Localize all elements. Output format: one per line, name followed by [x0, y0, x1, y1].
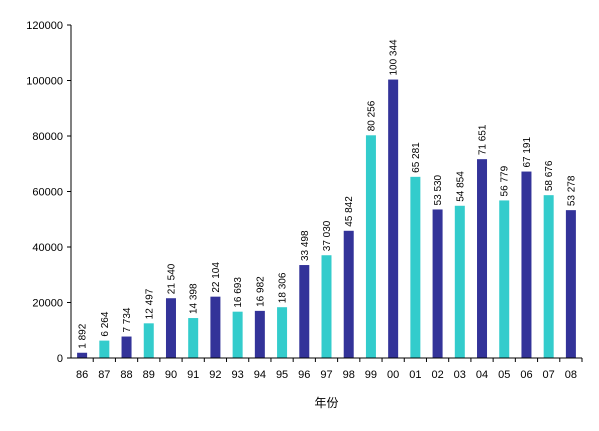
x-tick-label-97: 97	[320, 369, 332, 381]
x-tick-label-98: 98	[343, 369, 355, 381]
x-axis-ticks: 86 87 88 89 90 91 92 93 94 95 96 97 98 99 00 01 02 03 04 05…	[76, 358, 583, 381]
data-label-07: 58 676	[544, 160, 555, 191]
x-axis-title: 年份	[314, 396, 338, 410]
x-tick-label-06: 06	[520, 369, 532, 381]
x-tick-label-03: 03	[454, 369, 466, 381]
y-axis-ticks: 0 20000 40000 60000 80000 100000 120000	[26, 20, 71, 365]
bar-01	[410, 176, 421, 358]
y-tick-label: 80000	[32, 131, 63, 143]
y-tick-label: 100000	[26, 76, 63, 88]
data-label-06: 67 191	[522, 137, 533, 168]
data-label-91: 14 398	[189, 283, 200, 314]
data-label-88: 7 734	[122, 307, 133, 332]
data-label-89: 12 497	[144, 288, 155, 319]
x-tick-label-91: 91	[187, 369, 199, 381]
bar-06	[521, 171, 532, 358]
x-tick-label-87: 87	[98, 369, 110, 381]
x-tick-label-99: 99	[365, 369, 377, 381]
y-tick-label: 20000	[32, 298, 63, 310]
x-tick-label-04: 04	[476, 369, 488, 381]
y-tick-label: 40000	[32, 242, 63, 254]
bar-07	[543, 195, 554, 358]
y-tick-label: 0	[57, 353, 63, 365]
x-tick-label-08: 08	[565, 369, 577, 381]
data-label-93: 16 693	[233, 277, 244, 308]
data-label-94: 16 982	[255, 276, 266, 307]
y-tick-label: 60000	[32, 187, 63, 199]
bar-86	[77, 352, 88, 358]
data-label-04: 71 651	[478, 124, 489, 155]
x-tick-label-94: 94	[254, 369, 266, 381]
x-tick-label-93: 93	[232, 369, 244, 381]
x-tick-label-90: 90	[165, 369, 177, 381]
bar-88	[121, 336, 132, 358]
bar-05	[499, 200, 510, 358]
bar-00	[388, 79, 399, 358]
data-label-86: 1 892	[78, 323, 89, 348]
bar-92	[210, 296, 221, 358]
x-tick-label-01: 01	[409, 369, 421, 381]
bar-94	[254, 310, 265, 358]
data-label-96: 33 498	[300, 230, 311, 261]
x-tick-label-05: 05	[498, 369, 510, 381]
bar-90	[165, 298, 176, 358]
bar-08	[565, 210, 576, 358]
data-label-87: 6 264	[100, 311, 111, 336]
data-label-90: 21 540	[166, 263, 177, 294]
data-label-95: 18 306	[278, 272, 289, 303]
x-tick-label-00: 00	[387, 369, 399, 381]
bar-87	[99, 340, 110, 358]
x-tick-label-88: 88	[120, 369, 132, 381]
bar-99	[365, 135, 376, 358]
data-label-98: 45 842	[344, 196, 355, 227]
bar-03	[454, 205, 465, 358]
bar-96	[299, 265, 310, 358]
data-label-02: 53 530	[433, 174, 444, 205]
data-label-01: 65 281	[411, 142, 422, 173]
x-tick-label-92: 92	[209, 369, 221, 381]
data-label-97: 37 030	[322, 220, 333, 251]
bar-95	[277, 307, 288, 358]
data-label-08: 53 278	[566, 175, 577, 206]
bar-02	[432, 209, 443, 358]
bar-97	[321, 255, 332, 358]
y-tick-label: 120000	[26, 20, 63, 32]
data-label-92: 22 104	[211, 262, 222, 293]
data-label-03: 54 854	[455, 171, 466, 202]
bars	[77, 79, 576, 358]
bar-04	[477, 159, 488, 358]
x-tick-label-89: 89	[143, 369, 155, 381]
bar-89	[143, 323, 154, 358]
bar-93	[232, 311, 243, 358]
bar-98	[343, 230, 354, 358]
data-label-00: 100 344	[389, 39, 400, 76]
x-tick-label-02: 02	[431, 369, 443, 381]
x-tick-label-07: 07	[543, 369, 555, 381]
bar-91	[188, 318, 199, 358]
data-label-05: 56 779	[500, 165, 511, 196]
x-tick-label-96: 96	[298, 369, 310, 381]
x-tick-label-86: 86	[76, 369, 88, 381]
x-tick-label-95: 95	[276, 369, 288, 381]
data-label-99: 80 256	[366, 100, 377, 131]
data-labels: 1 892 6 264 7 734 12 497 21 540 14 398 22 104 1…	[78, 39, 578, 349]
